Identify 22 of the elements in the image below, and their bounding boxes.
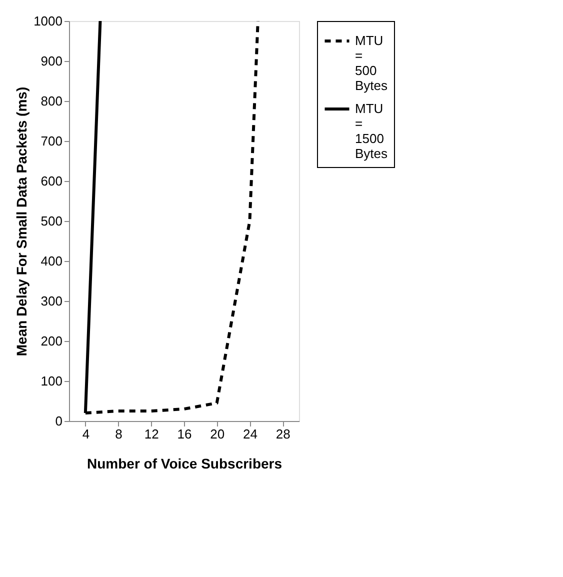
y-tick-label: 600 — [40, 174, 62, 188]
y-axis-title: Mean Delay For Small Data Packets (ms) — [14, 86, 30, 356]
x-tick-label: 24 — [242, 426, 258, 442]
x-tick-label: 28 — [276, 426, 290, 442]
y-tick-label: 0 — [55, 414, 62, 428]
x-tick-label: 20 — [210, 426, 225, 442]
legend-label: MTU = 500 Bytes — [355, 33, 388, 93]
x-tick-label: 4 — [82, 426, 90, 442]
y-tick-label: 900 — [40, 54, 62, 68]
y-tick-label: 800 — [40, 94, 62, 108]
y-tick-label: 700 — [40, 134, 62, 148]
legend-label: MTU = 1500 Bytes — [355, 101, 388, 161]
x-tick-label: 12 — [144, 426, 159, 442]
y-tick-label: 1000 — [34, 14, 62, 28]
x-tick-label: 16 — [177, 426, 192, 442]
y-tick-label: 400 — [40, 254, 62, 268]
y-tick-label: 300 — [40, 294, 62, 308]
y-tick-label: 100 — [40, 374, 62, 388]
y-tick-label: 200 — [40, 334, 62, 348]
x-axis-title: Number of Voice Subscribers — [86, 456, 282, 472]
y-tick-label: 500 — [40, 214, 62, 228]
x-tick-label: 8 — [115, 426, 122, 442]
